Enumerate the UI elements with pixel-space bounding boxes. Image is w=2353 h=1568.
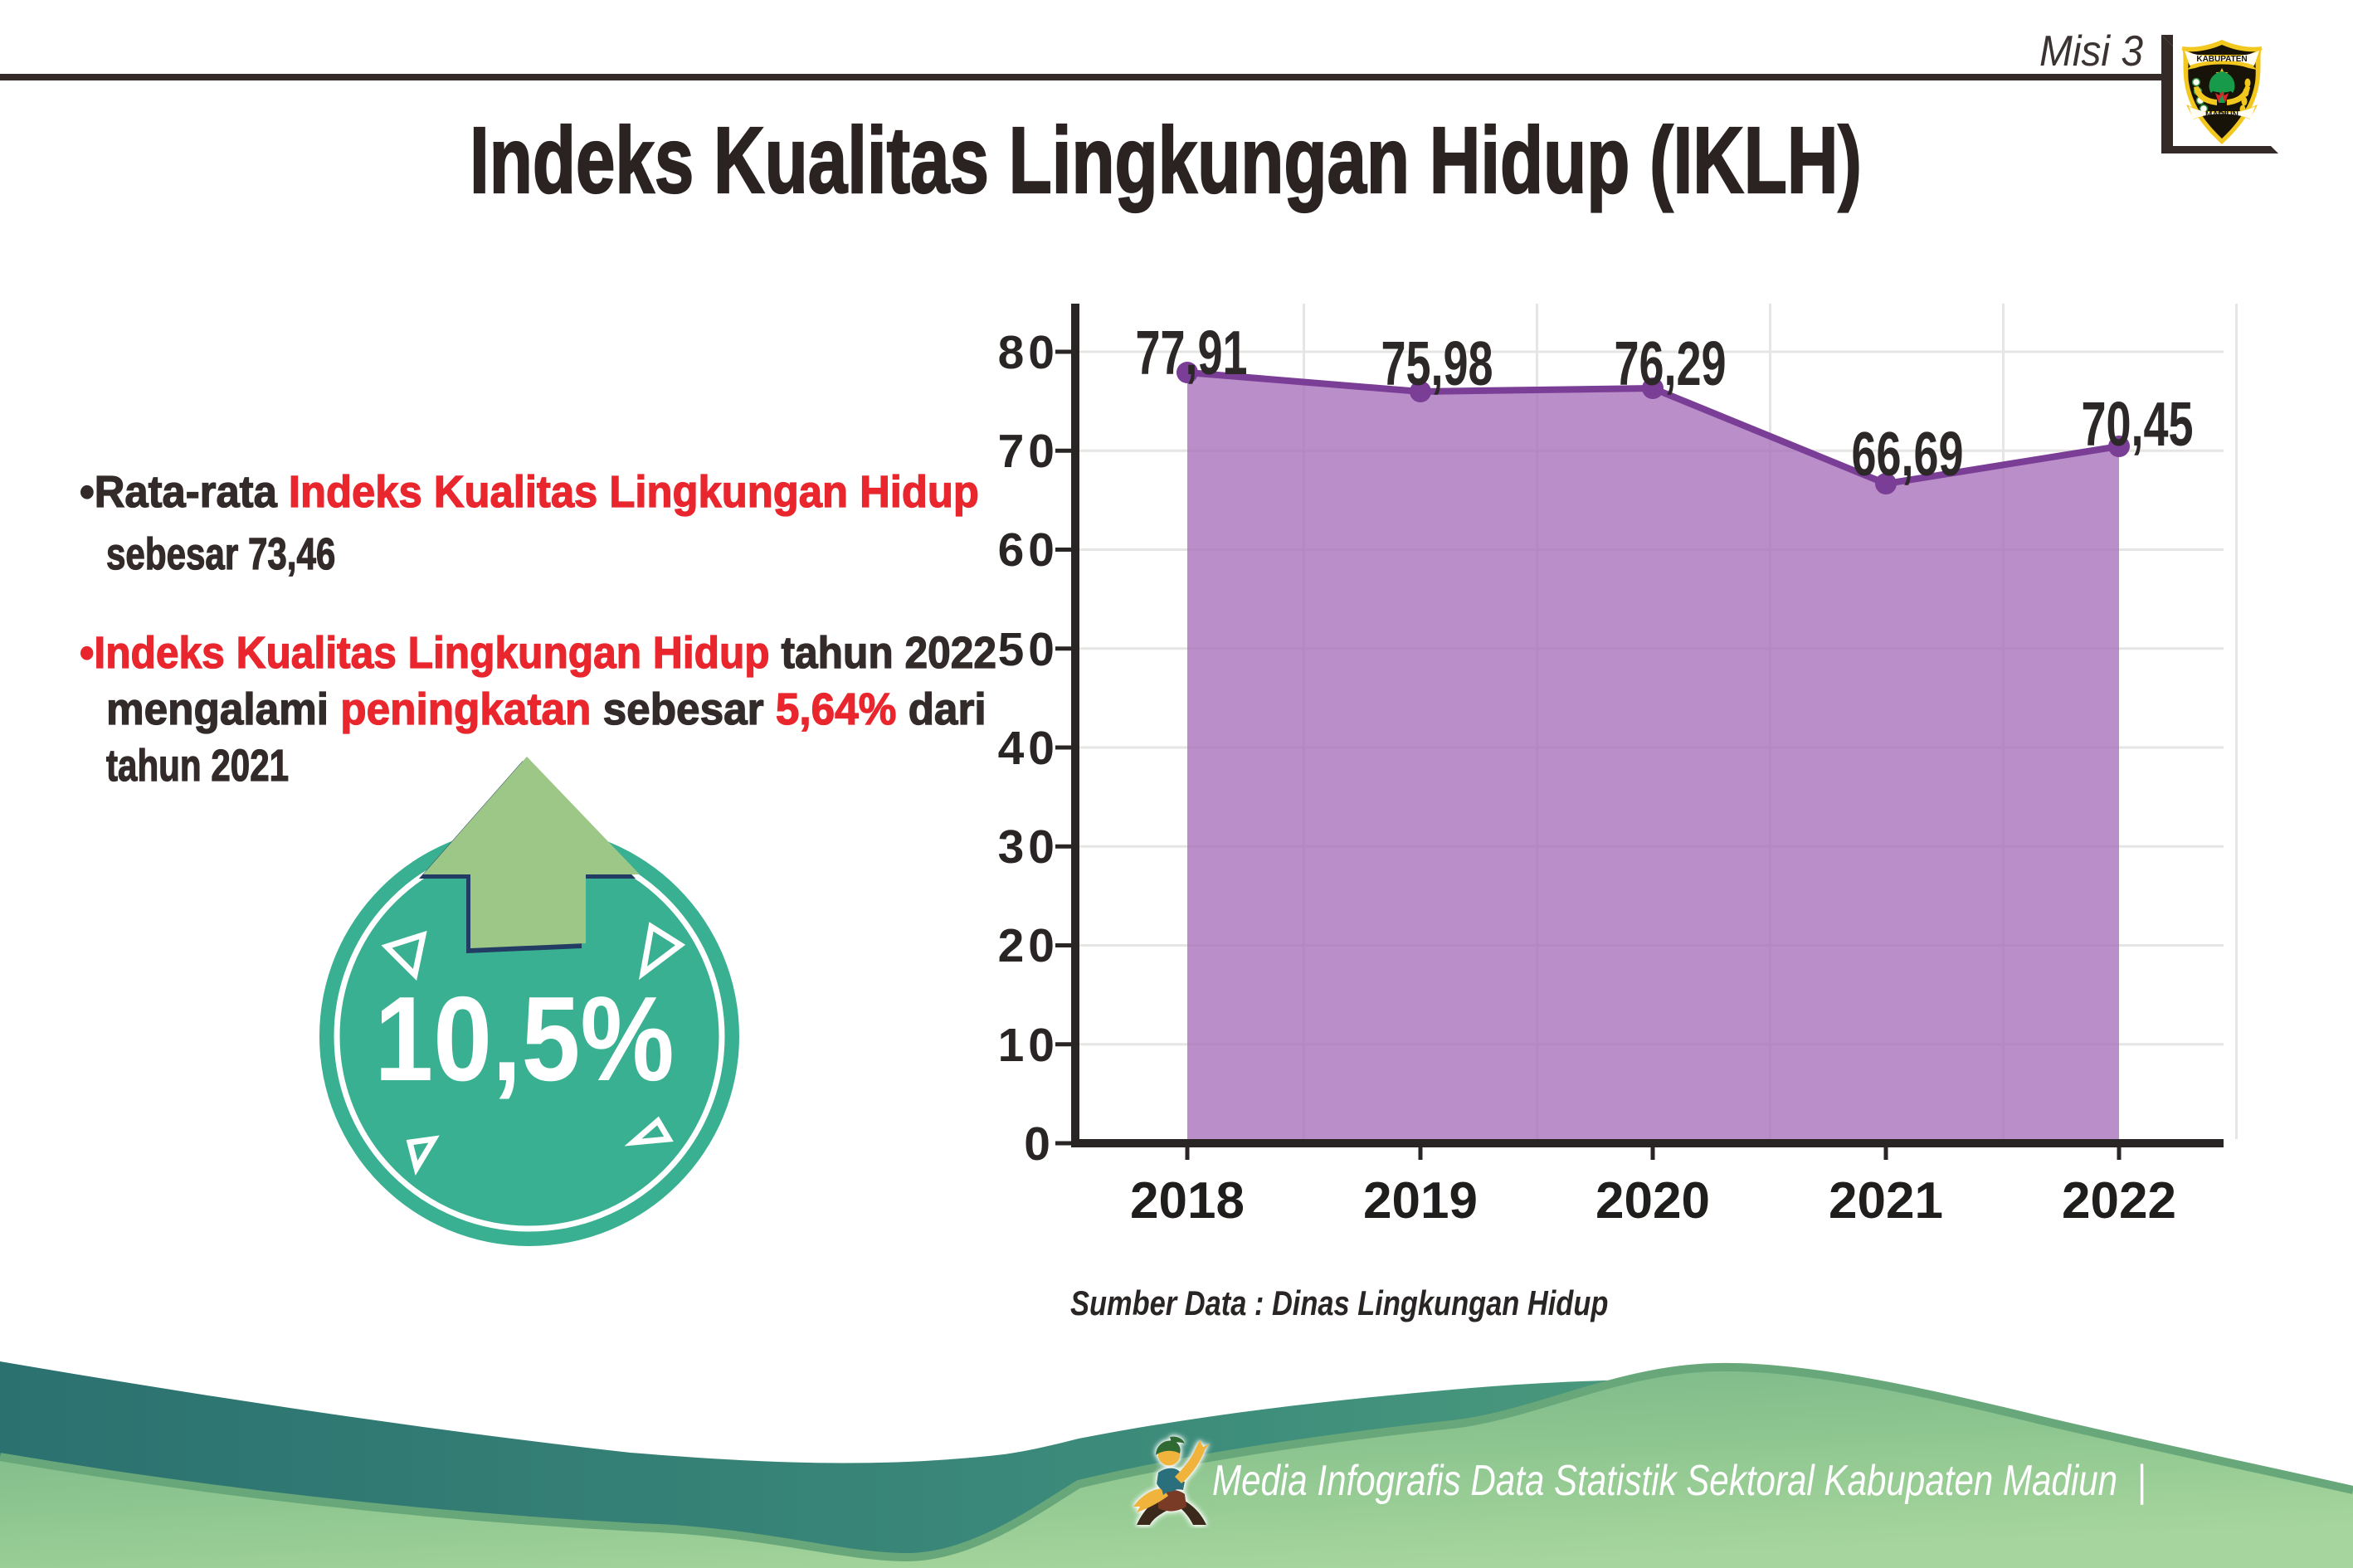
svg-text:2018: 2018 bbox=[1130, 1172, 1245, 1230]
svg-text:70: 70 bbox=[998, 425, 1059, 478]
svg-text:10,5%: 10,5% bbox=[374, 971, 674, 1106]
svg-text:2022: 2022 bbox=[2062, 1172, 2176, 1230]
svg-text:80: 80 bbox=[998, 326, 1059, 379]
svg-text:10: 10 bbox=[998, 1019, 1059, 1072]
svg-text:20: 20 bbox=[998, 919, 1059, 972]
svg-text:77,91: 77,91 bbox=[1135, 318, 1247, 387]
svg-text:Sumber Data : Dinas Lingkungan: Sumber Data : Dinas Lingkungan Hidup bbox=[1070, 1284, 1608, 1323]
svg-text:66,69: 66,69 bbox=[1851, 419, 1963, 489]
svg-text:50: 50 bbox=[998, 623, 1059, 676]
svg-text:70,45: 70,45 bbox=[2081, 389, 2193, 459]
svg-text:75,98: 75,98 bbox=[1381, 329, 1493, 398]
svg-text:2020: 2020 bbox=[1595, 1172, 1710, 1230]
svg-text:2019: 2019 bbox=[1363, 1172, 1478, 1230]
svg-text:KABUPATEN: KABUPATEN bbox=[2196, 55, 2247, 64]
svg-text:MADIUN: MADIUN bbox=[2205, 110, 2239, 119]
svg-text:0: 0 bbox=[1024, 1118, 1055, 1171]
svg-text:76,29: 76,29 bbox=[1614, 329, 1726, 398]
svg-text:60: 60 bbox=[998, 523, 1059, 577]
svg-text:2021: 2021 bbox=[1829, 1172, 1943, 1230]
svg-text:30: 30 bbox=[998, 821, 1059, 874]
svg-text:40: 40 bbox=[998, 722, 1059, 775]
